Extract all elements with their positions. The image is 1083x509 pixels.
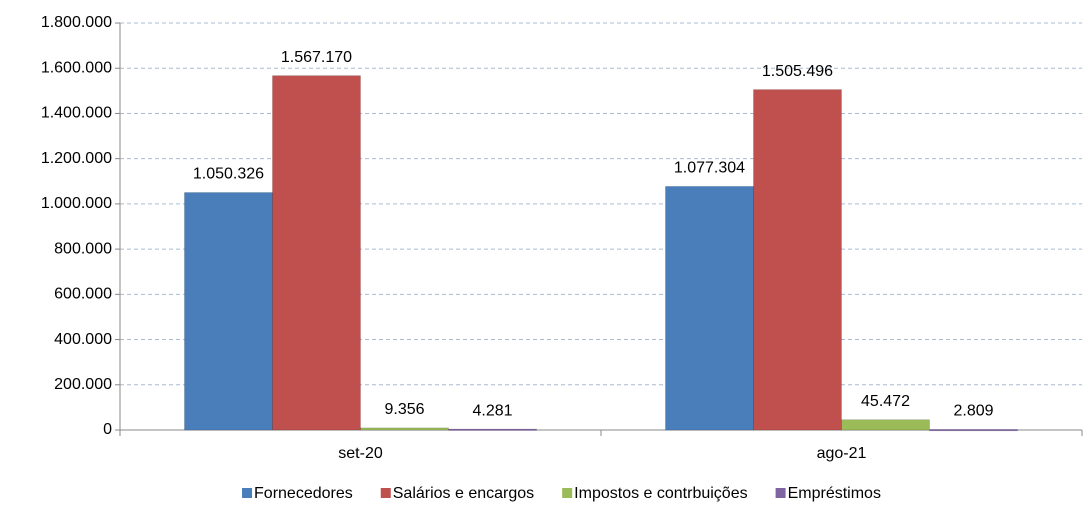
bar xyxy=(448,428,537,431)
y-tick-label: 800.000 xyxy=(54,240,112,257)
legend-label: Impostos e contrbuições xyxy=(574,485,747,502)
y-tick-label: 400.000 xyxy=(54,331,112,348)
value-label: 1.050.326 xyxy=(193,166,264,183)
legend-swatch xyxy=(775,488,786,498)
y-tick-label: 1.000.000 xyxy=(41,195,112,212)
value-label: 1.505.496 xyxy=(762,63,833,80)
value-label: 2.809 xyxy=(954,403,994,420)
y-tick-label: 1.400.000 xyxy=(41,105,112,122)
value-label: 1.567.170 xyxy=(281,49,352,66)
legend-label: Empréstimos xyxy=(788,485,881,502)
value-label: 45.472 xyxy=(861,393,910,410)
legend-swatch xyxy=(242,488,253,498)
y-tick-label: 0 xyxy=(103,421,112,438)
bar xyxy=(665,186,754,431)
y-tick-label: 200.000 xyxy=(54,376,112,393)
bar xyxy=(841,419,930,431)
x-tick-label: set-20 xyxy=(338,445,383,462)
legend-label: Salários e encargos xyxy=(393,485,534,502)
bar xyxy=(929,429,1018,432)
bar xyxy=(184,192,273,431)
bar xyxy=(753,89,842,431)
x-tick-label: ago-21 xyxy=(817,445,867,462)
bar xyxy=(272,75,361,431)
value-label: 1.077.304 xyxy=(674,160,745,177)
value-label: 9.356 xyxy=(384,401,424,418)
legend-swatch xyxy=(562,488,573,498)
legend-label: Fornecedores xyxy=(254,485,353,502)
y-tick-label: 1.600.000 xyxy=(41,59,112,76)
y-tick-label: 1.200.000 xyxy=(41,150,112,167)
value-label: 4.281 xyxy=(473,402,513,419)
y-tick-label: 600.000 xyxy=(54,286,112,303)
bar xyxy=(360,427,449,431)
y-tick-label: 1.800.000 xyxy=(41,14,112,31)
legend-swatch xyxy=(380,488,391,498)
